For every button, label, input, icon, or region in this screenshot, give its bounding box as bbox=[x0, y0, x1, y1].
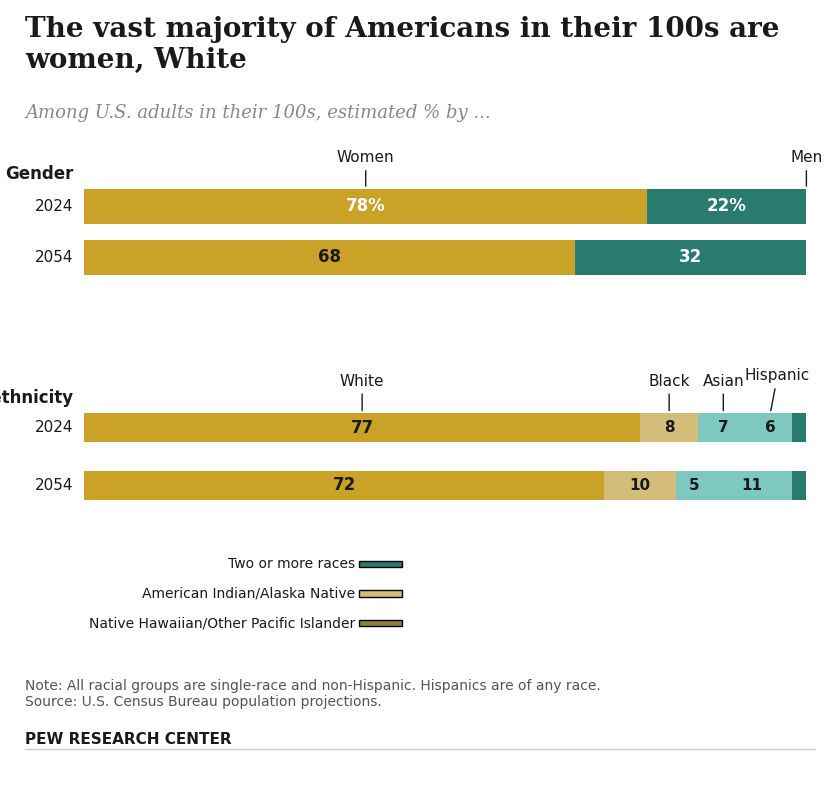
FancyBboxPatch shape bbox=[359, 561, 402, 567]
Text: Native Hawaiian/Other Pacific Islander: Native Hawaiian/Other Pacific Islander bbox=[89, 616, 354, 630]
Text: 72: 72 bbox=[333, 476, 355, 494]
Text: 11: 11 bbox=[742, 478, 763, 492]
Text: 6: 6 bbox=[765, 420, 775, 435]
Text: Men: Men bbox=[790, 150, 822, 186]
Bar bbox=[640, 413, 698, 442]
Text: Gender: Gender bbox=[5, 165, 73, 183]
Text: 77: 77 bbox=[350, 419, 374, 437]
Text: 10: 10 bbox=[630, 478, 651, 492]
Text: American Indian/Alaska Native: American Indian/Alaska Native bbox=[142, 586, 354, 601]
Text: Hispanic: Hispanic bbox=[745, 369, 810, 411]
FancyBboxPatch shape bbox=[359, 620, 402, 626]
Text: Race/ethnicity: Race/ethnicity bbox=[0, 389, 73, 407]
Bar bbox=[84, 240, 575, 275]
Text: 22%: 22% bbox=[707, 198, 747, 215]
Text: Among U.S. adults in their 100s, estimated % by ...: Among U.S. adults in their 100s, estimat… bbox=[25, 104, 491, 122]
Text: The vast majority of Americans in their 100s are
women, White: The vast majority of Americans in their … bbox=[25, 16, 780, 75]
Bar bbox=[84, 413, 640, 442]
Text: Women: Women bbox=[337, 150, 395, 186]
Bar bbox=[748, 413, 792, 442]
Bar bbox=[676, 471, 712, 500]
Text: White: White bbox=[340, 373, 385, 411]
Text: Asian: Asian bbox=[702, 373, 744, 411]
Bar bbox=[84, 471, 604, 500]
Text: 5: 5 bbox=[689, 478, 700, 492]
Bar bbox=[575, 240, 806, 275]
Text: Two or more races: Two or more races bbox=[228, 557, 354, 571]
Bar bbox=[792, 471, 806, 500]
Text: 2024: 2024 bbox=[34, 199, 73, 214]
Text: 7: 7 bbox=[718, 420, 728, 435]
Text: 78%: 78% bbox=[346, 198, 386, 215]
Text: Note: All racial groups are single-race and non-Hispanic. Hispanics are of any r: Note: All racial groups are single-race … bbox=[25, 679, 601, 709]
Bar bbox=[698, 413, 748, 442]
FancyBboxPatch shape bbox=[359, 590, 402, 597]
Text: 2054: 2054 bbox=[34, 478, 73, 492]
Text: 2054: 2054 bbox=[34, 249, 73, 265]
Bar bbox=[712, 471, 792, 500]
Bar bbox=[84, 189, 648, 224]
Text: 2024: 2024 bbox=[34, 420, 73, 435]
Text: 68: 68 bbox=[318, 248, 341, 266]
Text: 32: 32 bbox=[680, 248, 702, 266]
Text: PEW RESEARCH CENTER: PEW RESEARCH CENTER bbox=[25, 731, 232, 747]
Bar bbox=[792, 413, 806, 442]
Bar bbox=[604, 471, 676, 500]
Text: Black: Black bbox=[648, 373, 690, 411]
Text: 8: 8 bbox=[664, 420, 675, 435]
Bar bbox=[648, 189, 806, 224]
